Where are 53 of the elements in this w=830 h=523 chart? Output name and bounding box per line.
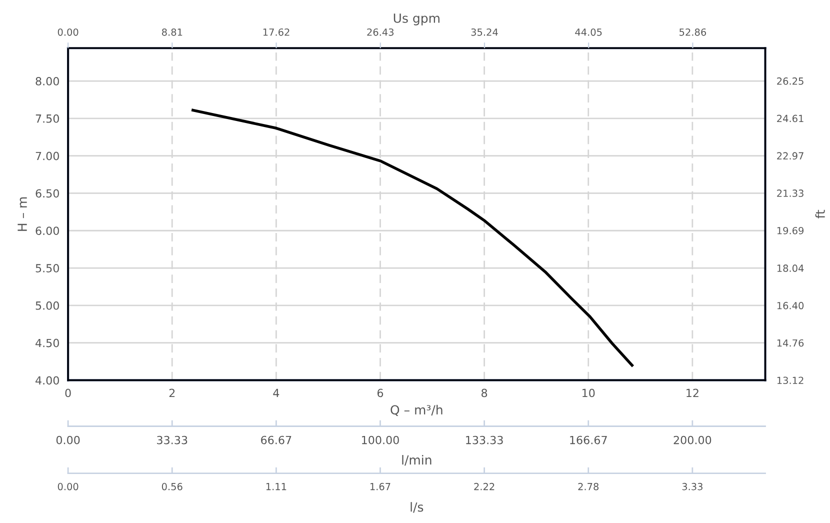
y2-tick-label: 21.33 bbox=[777, 190, 804, 197]
y-tick-label: 4.00 bbox=[36, 376, 59, 385]
y-tick-label: 4.50 bbox=[36, 338, 59, 348]
text: 200.00 bbox=[674, 436, 712, 444]
x-tick-label: 10 bbox=[582, 388, 595, 398]
x-tick-label: 6 bbox=[377, 388, 384, 398]
text: 1.11 bbox=[266, 483, 286, 490]
x-tick-label: 2 bbox=[169, 388, 175, 397]
y-tick-label: 6.00 bbox=[36, 226, 59, 236]
x-axis-title: Q – m³/h bbox=[390, 404, 442, 416]
text: 66.67 bbox=[261, 436, 292, 444]
text: 33.33 bbox=[157, 436, 188, 444]
line-series bbox=[192, 108, 634, 367]
x-tick-label: 4 bbox=[273, 388, 280, 397]
x2-tick-label: 0.00 bbox=[58, 28, 78, 36]
y-tick-label: 6.50 bbox=[36, 189, 59, 198]
x2-tick-label: 8.81 bbox=[162, 28, 182, 36]
text: 2.22 bbox=[474, 482, 494, 490]
y2-tick-label: 19.69 bbox=[777, 226, 804, 234]
x2-axis-title: Us gpm bbox=[394, 14, 440, 26]
y-axis-title: H – m bbox=[18, 197, 27, 231]
text: 100.00 bbox=[362, 436, 399, 444]
text: 0.56 bbox=[162, 482, 182, 490]
x2-tick-label: 44.05 bbox=[575, 28, 602, 36]
y-tick-label: 5.50 bbox=[36, 264, 59, 272]
x2-tick-label: 52.86 bbox=[680, 28, 706, 36]
y2-tick-label: 18.04 bbox=[777, 264, 804, 272]
x2-tick-label: 17.62 bbox=[263, 28, 290, 36]
y2-tick-label: 14.76 bbox=[777, 339, 804, 347]
y-tick-label: 5.00 bbox=[36, 301, 59, 310]
x-tick-label: 12 bbox=[686, 388, 698, 397]
x-tick-label: 0 bbox=[65, 388, 71, 398]
text: 1.67 bbox=[370, 482, 390, 490]
text: 166.67 bbox=[570, 436, 607, 444]
text: l/min bbox=[402, 455, 432, 466]
x-tick-label: 8 bbox=[482, 388, 488, 398]
y2-tick-label: 26.25 bbox=[777, 77, 804, 85]
text: 2.78 bbox=[578, 482, 599, 490]
text: 3.33 bbox=[682, 482, 702, 490]
text: 133.33 bbox=[466, 436, 503, 444]
text: l/s bbox=[410, 502, 424, 513]
y2-tick-label: 24.61 bbox=[777, 114, 804, 122]
text: 0.00 bbox=[56, 436, 80, 444]
y2-axis-title: ft bbox=[815, 210, 825, 218]
y-tick-label: 7.50 bbox=[36, 114, 59, 123]
y-tick-label: 7.00 bbox=[36, 152, 59, 160]
y2-tick-label: 16.40 bbox=[777, 302, 804, 310]
y-tick-label: 8.00 bbox=[36, 77, 59, 86]
x2-tick-label: 26.43 bbox=[367, 28, 394, 36]
y2-tick-label: 13.12 bbox=[777, 376, 804, 384]
text: 0.00 bbox=[58, 482, 78, 490]
y2-tick-label: 22.97 bbox=[777, 152, 804, 160]
x2-tick-label: 35.24 bbox=[471, 28, 498, 36]
